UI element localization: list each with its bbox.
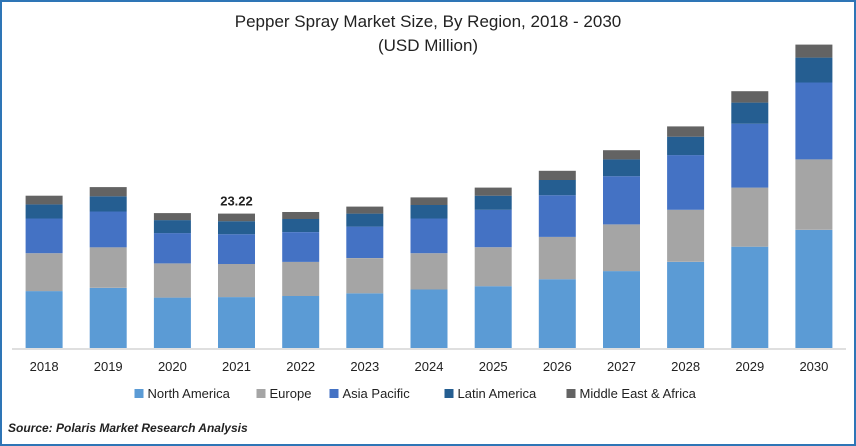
bar-2018-middle-east-africa xyxy=(25,195,63,205)
bar-2019-latin-america xyxy=(89,196,127,212)
bar-2029-middle-east-africa xyxy=(731,91,769,103)
bar-2029-latin-america xyxy=(731,102,769,124)
bar-2022-middle-east-africa xyxy=(282,212,320,219)
bar-2030-middle-east-africa xyxy=(795,44,833,58)
bar-2028-europe xyxy=(667,209,705,262)
bar-2018-latin-america xyxy=(25,204,63,219)
bar-2022-latin-america xyxy=(282,219,320,232)
bar-2029-north-america xyxy=(731,246,769,348)
legend-label-north-america: North America xyxy=(148,386,231,401)
chart-subtitle: (USD Million) xyxy=(378,36,478,55)
bar-2029-asia-pacific xyxy=(731,123,769,188)
bar-2024-asia-pacific xyxy=(410,218,448,254)
bar-2025-north-america xyxy=(474,286,512,348)
bar-2021-latin-america xyxy=(218,221,255,235)
bar-2021-europe xyxy=(218,264,255,298)
bar-2020-europe xyxy=(153,263,191,298)
bar-2018-europe xyxy=(25,253,63,292)
x-tick-2029: 2029 xyxy=(735,359,764,374)
bar-2028-north-america xyxy=(667,261,705,348)
x-tick-2025: 2025 xyxy=(479,359,508,374)
data-label-2021: 23.22 xyxy=(220,194,253,209)
legend-label-latin-america: Latin America xyxy=(458,386,538,401)
bar-2018-asia-pacific xyxy=(25,218,63,254)
bar-2025-latin-america xyxy=(474,195,512,210)
legend-swatch-europe xyxy=(256,389,266,398)
source-note: Source: Polaris Market Research Analysis xyxy=(8,421,248,435)
bar-2027-latin-america xyxy=(603,159,640,177)
bar-2025-europe xyxy=(474,247,512,287)
bar-2026-europe xyxy=(538,236,576,280)
legend-label-middle-east-africa: Middle East & Africa xyxy=(580,386,697,401)
chart-title: Pepper Spray Market Size, By Region, 201… xyxy=(235,12,622,31)
bar-2022-asia-pacific xyxy=(282,232,320,262)
bar-2027-middle-east-africa xyxy=(603,150,640,160)
bar-2026-asia-pacific xyxy=(538,195,576,237)
legend: North America Europe Asia Pacific Latin Ame… xyxy=(134,386,697,401)
bar-2021-north-america xyxy=(218,297,255,348)
x-tick-2028: 2028 xyxy=(671,359,700,374)
bar-2023-europe xyxy=(346,258,384,294)
bar-2027-asia-pacific xyxy=(603,176,640,225)
bar-2030-latin-america xyxy=(795,57,833,83)
bar-2019-asia-pacific xyxy=(89,211,127,248)
x-tick-2022: 2022 xyxy=(286,359,315,374)
bar-2021-asia-pacific xyxy=(218,234,255,264)
bar-2022-europe xyxy=(282,261,320,296)
bar-2024-europe xyxy=(410,253,448,290)
x-tick-2018: 2018 xyxy=(30,359,59,374)
bar-2027-europe xyxy=(603,224,640,272)
bar-2030-europe xyxy=(795,159,833,230)
x-tick-2027: 2027 xyxy=(607,359,636,374)
bar-2030-north-america xyxy=(795,229,833,348)
bar-2023-asia-pacific xyxy=(346,226,384,258)
bar-2028-middle-east-africa xyxy=(667,126,705,137)
bar-2028-latin-america xyxy=(667,136,705,156)
bar-2028-asia-pacific xyxy=(667,155,705,210)
legend-swatch-middle-east-africa xyxy=(566,389,576,398)
bars-group xyxy=(25,44,833,348)
x-tick-2030: 2030 xyxy=(799,359,828,374)
x-tick-2026: 2026 xyxy=(543,359,572,374)
bar-2020-asia-pacific xyxy=(153,233,191,264)
bar-2019-middle-east-africa xyxy=(89,187,127,197)
legend-swatch-latin-america xyxy=(444,389,454,398)
bar-2030-asia-pacific xyxy=(795,82,833,160)
bar-2026-north-america xyxy=(538,279,576,348)
x-tick-labels: 2018 2019 2020 2021 2022 2023 2024 2025 2026 2027… xyxy=(30,359,829,374)
bar-2026-latin-america xyxy=(538,180,576,196)
bar-2025-middle-east-africa xyxy=(474,187,512,196)
bar-2027-north-america xyxy=(603,271,640,348)
x-tick-2021: 2021 xyxy=(222,359,251,374)
bar-2023-middle-east-africa xyxy=(346,206,384,214)
bar-2029-europe xyxy=(731,187,769,247)
data-labels: 23.22 xyxy=(220,194,253,209)
bar-2024-middle-east-africa xyxy=(410,197,448,205)
bar-2020-north-america xyxy=(153,297,191,348)
legend-swatch-asia-pacific xyxy=(329,389,339,398)
bar-2021-middle-east-africa xyxy=(218,213,255,222)
bar-2024-north-america xyxy=(410,289,448,348)
bar-2020-latin-america xyxy=(153,220,191,234)
bar-2022-north-america xyxy=(282,296,320,348)
x-tick-2019: 2019 xyxy=(94,359,123,374)
bar-2023-latin-america xyxy=(346,213,384,227)
bar-2018-north-america xyxy=(25,291,63,348)
legend-swatch-north-america xyxy=(134,389,144,398)
bar-2020-middle-east-africa xyxy=(153,213,191,221)
bar-2026-middle-east-africa xyxy=(538,170,576,180)
bar-2023-north-america xyxy=(346,293,384,348)
bar-2025-asia-pacific xyxy=(474,209,512,248)
x-tick-2020: 2020 xyxy=(158,359,187,374)
bar-2019-europe xyxy=(89,247,127,288)
legend-label-asia-pacific: Asia Pacific xyxy=(343,386,411,401)
bar-2019-north-america xyxy=(89,287,127,348)
x-tick-2024: 2024 xyxy=(415,359,444,374)
bar-2024-latin-america xyxy=(410,205,448,219)
legend-label-europe: Europe xyxy=(270,386,312,401)
x-tick-2023: 2023 xyxy=(350,359,379,374)
